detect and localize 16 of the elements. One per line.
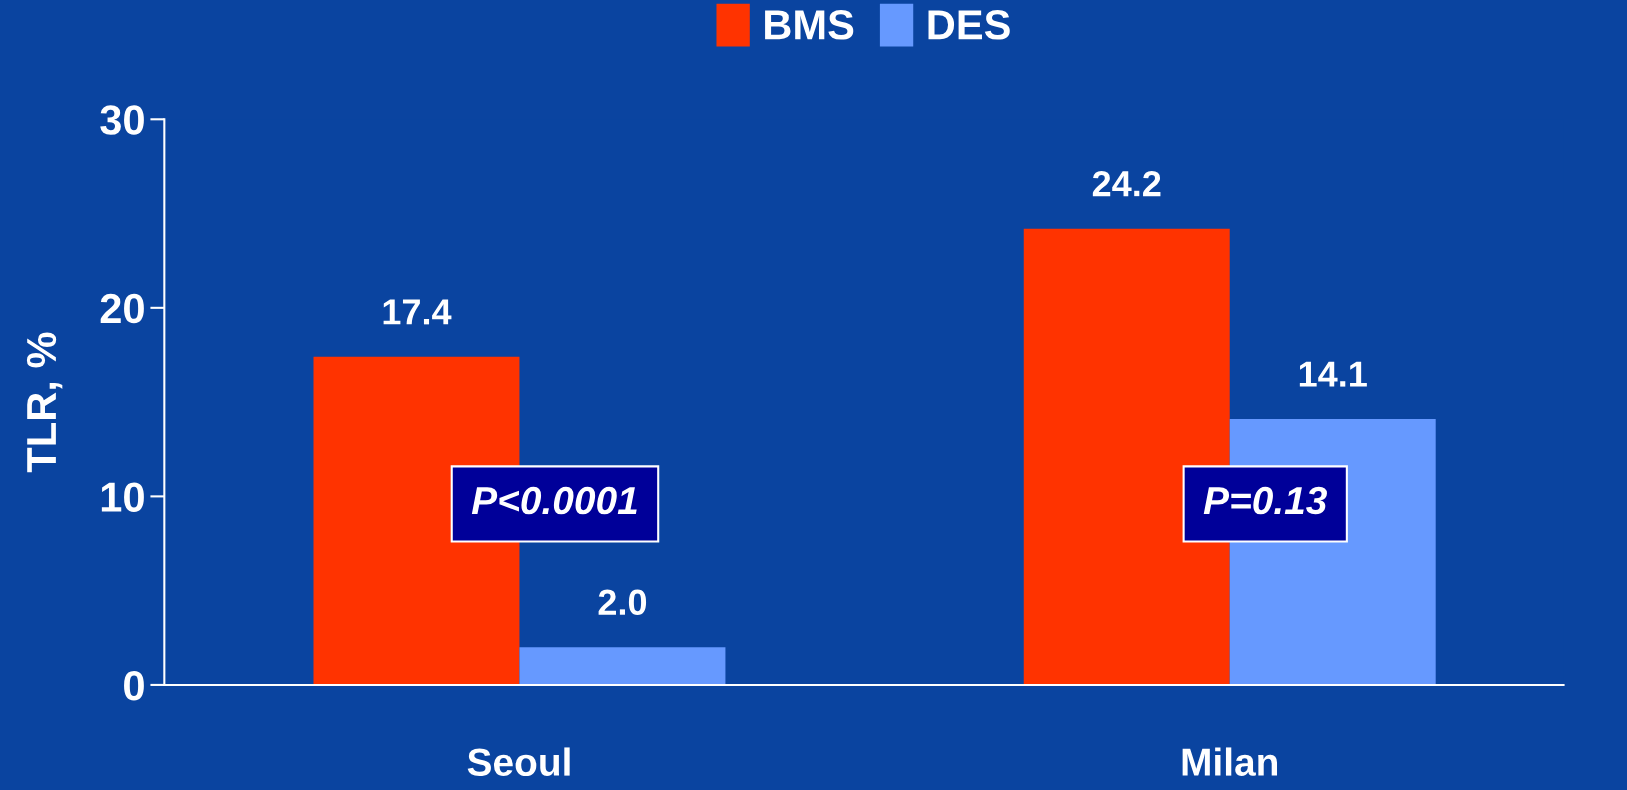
legend-label: DES <box>928 10 1010 40</box>
y-tick-label: 10 <box>101 482 144 512</box>
data-label: 24.2 <box>1092 170 1161 197</box>
y-tick-label: 20 <box>100 293 144 324</box>
x-tick-label: Seoul <box>467 747 570 776</box>
y-tick-label: 0 <box>124 670 144 701</box>
y-tick-label: 30 <box>100 105 144 135</box>
annotation: P<0.0001 <box>471 486 637 515</box>
x-tick-label: Milan <box>1182 747 1278 776</box>
bar <box>519 647 726 685</box>
data-label: 2.0 <box>598 589 647 616</box>
legend-label: BMS <box>765 10 854 40</box>
data-label: 17.4 <box>383 299 452 325</box>
annotation: P=0.13 <box>1203 486 1327 515</box>
data-label: 14.1 <box>1299 361 1367 387</box>
y-axis-title: TLR, % <box>26 332 63 473</box>
